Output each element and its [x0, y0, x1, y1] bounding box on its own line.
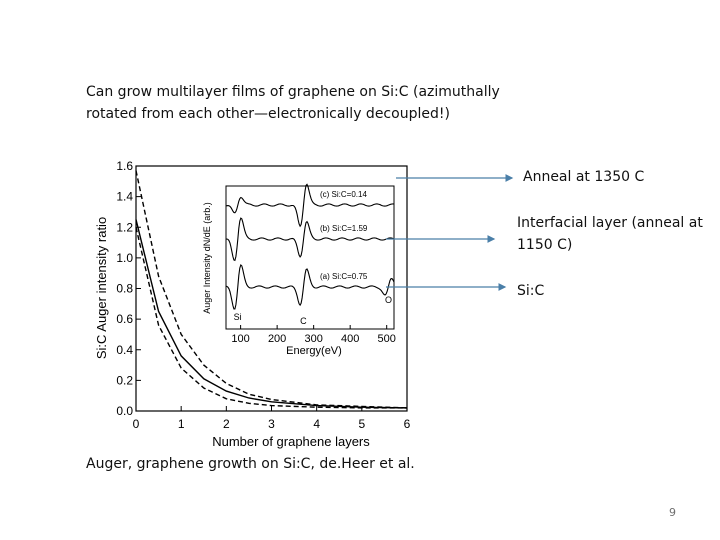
main-series-line-1 [135, 170, 408, 409]
inset-spectrum-label: (a) Si:C=0.75 [320, 272, 368, 281]
inset-spectrum-label: (b) Si:C=1.59 [320, 224, 368, 233]
figure-caption: Auger, graphene growth on Si:C, de.Heer … [86, 456, 415, 472]
inset-plot-frame [225, 185, 395, 330]
main-x-tick-label: 3 [268, 417, 275, 431]
inset-peak-label: C [300, 316, 307, 326]
annotation-sic: Si:C [517, 283, 545, 299]
main-y-tick-label: 0.0 [116, 404, 133, 418]
annotation-interfacial-layer: Interfacial layer (anneal at 1150 C) [517, 215, 703, 253]
main-x-tick-label: 0 [133, 417, 140, 431]
inset-x-tick-label: 200 [268, 333, 286, 345]
annotation-anneal-1350: Anneal at 1350 C [523, 169, 645, 185]
main-x-axis-label: Number of graphene layers [212, 434, 370, 449]
main-y-tick-label: 0.8 [116, 282, 133, 296]
main-y-tick-label: 0.6 [116, 312, 133, 326]
main-x-tick-label: 4 [313, 417, 320, 431]
inset-y-axis-label: Auger Intensity dN/dE (arb.) [202, 202, 212, 314]
inset-x-tick-label: 500 [378, 333, 396, 345]
main-y-tick-label: 0.2 [116, 373, 133, 387]
main-x-tick-label: 6 [404, 417, 411, 431]
inset-spectrum-trace-1 [225, 217, 395, 262]
main-y-tick-label: 0.4 [116, 343, 133, 357]
inset-spectrum-trace-0 [225, 183, 395, 228]
main-y-axis-label: Si:C Auger intensity ratio [94, 217, 109, 359]
inset-x-tick-label: 400 [341, 333, 359, 345]
main-y-tick-label: 1.2 [116, 220, 133, 234]
inset-peak-label: Si [234, 312, 242, 322]
page-number: 9 [669, 506, 676, 519]
inset-x-tick-label: 100 [231, 333, 249, 345]
main-x-tick-label: 1 [178, 417, 185, 431]
inset-peak-label: O [385, 295, 392, 305]
inset-spectrum-label: (c) Si:C=0.14 [320, 190, 367, 199]
main-y-tick-label: 1.4 [116, 190, 133, 204]
main-x-tick-label: 5 [358, 417, 365, 431]
main-y-tick-label: 1.6 [116, 159, 133, 173]
inset-x-axis-label: Energy(eV) [286, 345, 342, 357]
main-y-tick-label: 1.0 [116, 251, 133, 265]
main-series-line-2 [135, 227, 407, 409]
inset-spectrum-trace-2 [225, 264, 395, 310]
main-x-tick-label: 2 [223, 417, 230, 431]
inset-x-tick-label: 300 [304, 333, 322, 345]
intro-text: Can grow multilayer films of graphene on… [86, 84, 500, 122]
main-series-line-0 [135, 219, 408, 409]
